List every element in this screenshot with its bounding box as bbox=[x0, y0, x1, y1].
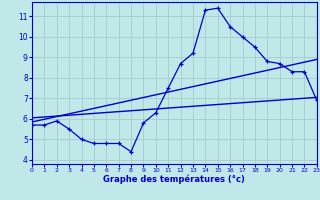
X-axis label: Graphe des températures (°c): Graphe des températures (°c) bbox=[103, 175, 245, 184]
